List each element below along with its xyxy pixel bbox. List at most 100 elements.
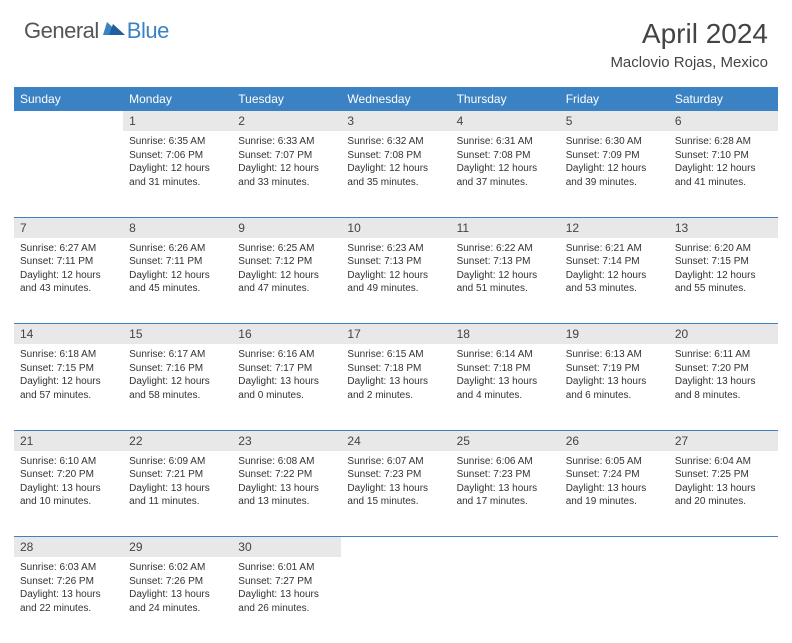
day-number-cell: 23 bbox=[232, 430, 341, 451]
day-content-cell: Sunrise: 6:05 AMSunset: 7:24 PMDaylight:… bbox=[560, 451, 669, 537]
day-content-cell: Sunrise: 6:32 AMSunset: 7:08 PMDaylight:… bbox=[341, 131, 450, 217]
day-number-cell: 29 bbox=[123, 537, 232, 558]
location-label: Maclovio Rojas, Mexico bbox=[610, 54, 768, 71]
day-content-cell: Sunrise: 6:18 AMSunset: 7:15 PMDaylight:… bbox=[14, 344, 123, 430]
day-content-cell: Sunrise: 6:17 AMSunset: 7:16 PMDaylight:… bbox=[123, 344, 232, 430]
day-content-cell: Sunrise: 6:14 AMSunset: 7:18 PMDaylight:… bbox=[451, 344, 560, 430]
day-content-cell: Sunrise: 6:27 AMSunset: 7:11 PMDaylight:… bbox=[14, 238, 123, 324]
empty-content-cell bbox=[14, 131, 123, 217]
day-number-cell: 11 bbox=[451, 217, 560, 238]
day-details: Sunrise: 6:26 AMSunset: 7:11 PMDaylight:… bbox=[123, 238, 232, 302]
weekday-header: Friday bbox=[560, 87, 669, 111]
empty-daynum-cell bbox=[14, 111, 123, 131]
day-content-cell: Sunrise: 6:01 AMSunset: 7:27 PMDaylight:… bbox=[232, 557, 341, 643]
day-content-cell: Sunrise: 6:23 AMSunset: 7:13 PMDaylight:… bbox=[341, 238, 450, 324]
day-details: Sunrise: 6:13 AMSunset: 7:19 PMDaylight:… bbox=[560, 344, 669, 408]
day-details: Sunrise: 6:28 AMSunset: 7:10 PMDaylight:… bbox=[669, 131, 778, 195]
day-details: Sunrise: 6:22 AMSunset: 7:13 PMDaylight:… bbox=[451, 238, 560, 302]
day-details: Sunrise: 6:14 AMSunset: 7:18 PMDaylight:… bbox=[451, 344, 560, 408]
content-row: Sunrise: 6:10 AMSunset: 7:20 PMDaylight:… bbox=[14, 451, 778, 537]
content-row: Sunrise: 6:03 AMSunset: 7:26 PMDaylight:… bbox=[14, 557, 778, 643]
day-content-cell: Sunrise: 6:07 AMSunset: 7:23 PMDaylight:… bbox=[341, 451, 450, 537]
day-content-cell: Sunrise: 6:22 AMSunset: 7:13 PMDaylight:… bbox=[451, 238, 560, 324]
content-row: Sunrise: 6:35 AMSunset: 7:06 PMDaylight:… bbox=[14, 131, 778, 217]
day-content-cell: Sunrise: 6:03 AMSunset: 7:26 PMDaylight:… bbox=[14, 557, 123, 643]
day-number-cell: 27 bbox=[669, 430, 778, 451]
day-number-cell: 8 bbox=[123, 217, 232, 238]
day-number-cell: 30 bbox=[232, 537, 341, 558]
day-content-cell: Sunrise: 6:28 AMSunset: 7:10 PMDaylight:… bbox=[669, 131, 778, 217]
day-details: Sunrise: 6:03 AMSunset: 7:26 PMDaylight:… bbox=[14, 557, 123, 621]
day-content-cell: Sunrise: 6:06 AMSunset: 7:23 PMDaylight:… bbox=[451, 451, 560, 537]
day-details: Sunrise: 6:02 AMSunset: 7:26 PMDaylight:… bbox=[123, 557, 232, 621]
weekday-header: Sunday bbox=[14, 87, 123, 111]
day-content-cell: Sunrise: 6:26 AMSunset: 7:11 PMDaylight:… bbox=[123, 238, 232, 324]
day-number-cell: 3 bbox=[341, 111, 450, 131]
day-content-cell: Sunrise: 6:10 AMSunset: 7:20 PMDaylight:… bbox=[14, 451, 123, 537]
empty-daynum-cell bbox=[669, 537, 778, 558]
day-number-cell: 19 bbox=[560, 324, 669, 345]
day-details: Sunrise: 6:21 AMSunset: 7:14 PMDaylight:… bbox=[560, 238, 669, 302]
logo-text-general: General bbox=[24, 18, 99, 44]
empty-content-cell bbox=[560, 557, 669, 643]
daynum-row: 282930 bbox=[14, 537, 778, 558]
logo-triangle-icon bbox=[103, 19, 125, 40]
day-details: Sunrise: 6:05 AMSunset: 7:24 PMDaylight:… bbox=[560, 451, 669, 515]
day-number-cell: 10 bbox=[341, 217, 450, 238]
day-number-cell: 26 bbox=[560, 430, 669, 451]
day-content-cell: Sunrise: 6:09 AMSunset: 7:21 PMDaylight:… bbox=[123, 451, 232, 537]
title-block: April 2024 Maclovio Rojas, Mexico bbox=[610, 18, 768, 71]
day-number-cell: 15 bbox=[123, 324, 232, 345]
daynum-row: 14151617181920 bbox=[14, 324, 778, 345]
day-content-cell: Sunrise: 6:20 AMSunset: 7:15 PMDaylight:… bbox=[669, 238, 778, 324]
day-number-cell: 4 bbox=[451, 111, 560, 131]
content-row: Sunrise: 6:18 AMSunset: 7:15 PMDaylight:… bbox=[14, 344, 778, 430]
day-content-cell: Sunrise: 6:16 AMSunset: 7:17 PMDaylight:… bbox=[232, 344, 341, 430]
day-details: Sunrise: 6:18 AMSunset: 7:15 PMDaylight:… bbox=[14, 344, 123, 408]
day-details: Sunrise: 6:20 AMSunset: 7:15 PMDaylight:… bbox=[669, 238, 778, 302]
empty-daynum-cell bbox=[451, 537, 560, 558]
day-details: Sunrise: 6:27 AMSunset: 7:11 PMDaylight:… bbox=[14, 238, 123, 302]
day-content-cell: Sunrise: 6:15 AMSunset: 7:18 PMDaylight:… bbox=[341, 344, 450, 430]
day-details: Sunrise: 6:32 AMSunset: 7:08 PMDaylight:… bbox=[341, 131, 450, 195]
empty-daynum-cell bbox=[341, 537, 450, 558]
day-details: Sunrise: 6:30 AMSunset: 7:09 PMDaylight:… bbox=[560, 131, 669, 195]
weekday-header: Wednesday bbox=[341, 87, 450, 111]
day-details: Sunrise: 6:16 AMSunset: 7:17 PMDaylight:… bbox=[232, 344, 341, 408]
day-details: Sunrise: 6:01 AMSunset: 7:27 PMDaylight:… bbox=[232, 557, 341, 621]
day-content-cell: Sunrise: 6:21 AMSunset: 7:14 PMDaylight:… bbox=[560, 238, 669, 324]
day-number-cell: 5 bbox=[560, 111, 669, 131]
day-number-cell: 25 bbox=[451, 430, 560, 451]
day-details: Sunrise: 6:04 AMSunset: 7:25 PMDaylight:… bbox=[669, 451, 778, 515]
weekday-header: Monday bbox=[123, 87, 232, 111]
day-number-cell: 24 bbox=[341, 430, 450, 451]
day-details: Sunrise: 6:07 AMSunset: 7:23 PMDaylight:… bbox=[341, 451, 450, 515]
day-content-cell: Sunrise: 6:31 AMSunset: 7:08 PMDaylight:… bbox=[451, 131, 560, 217]
day-number-cell: 21 bbox=[14, 430, 123, 451]
weekday-header: Tuesday bbox=[232, 87, 341, 111]
day-details: Sunrise: 6:11 AMSunset: 7:20 PMDaylight:… bbox=[669, 344, 778, 408]
day-details: Sunrise: 6:08 AMSunset: 7:22 PMDaylight:… bbox=[232, 451, 341, 515]
day-details: Sunrise: 6:17 AMSunset: 7:16 PMDaylight:… bbox=[123, 344, 232, 408]
empty-daynum-cell bbox=[560, 537, 669, 558]
calendar-head: SundayMondayTuesdayWednesdayThursdayFrid… bbox=[14, 87, 778, 111]
day-content-cell: Sunrise: 6:33 AMSunset: 7:07 PMDaylight:… bbox=[232, 131, 341, 217]
daynum-row: 21222324252627 bbox=[14, 430, 778, 451]
weekday-header: Saturday bbox=[669, 87, 778, 111]
day-number-cell: 2 bbox=[232, 111, 341, 131]
day-number-cell: 28 bbox=[14, 537, 123, 558]
logo: General Blue bbox=[24, 18, 169, 44]
daynum-row: 123456 bbox=[14, 111, 778, 131]
day-number-cell: 18 bbox=[451, 324, 560, 345]
day-content-cell: Sunrise: 6:04 AMSunset: 7:25 PMDaylight:… bbox=[669, 451, 778, 537]
calendar-body: 123456Sunrise: 6:35 AMSunset: 7:06 PMDay… bbox=[14, 111, 778, 643]
empty-content-cell bbox=[669, 557, 778, 643]
calendar-table: SundayMondayTuesdayWednesdayThursdayFrid… bbox=[14, 87, 778, 643]
day-number-cell: 13 bbox=[669, 217, 778, 238]
day-content-cell: Sunrise: 6:08 AMSunset: 7:22 PMDaylight:… bbox=[232, 451, 341, 537]
header: General Blue April 2024 Maclovio Rojas, … bbox=[0, 0, 792, 81]
day-number-cell: 1 bbox=[123, 111, 232, 131]
weekday-row: SundayMondayTuesdayWednesdayThursdayFrid… bbox=[14, 87, 778, 111]
day-number-cell: 16 bbox=[232, 324, 341, 345]
empty-content-cell bbox=[341, 557, 450, 643]
